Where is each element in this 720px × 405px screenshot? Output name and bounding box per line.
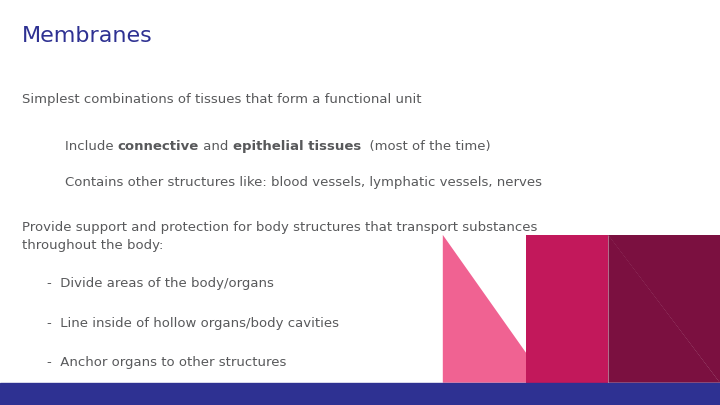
Text: and: and (199, 140, 233, 153)
Polygon shape (443, 235, 547, 383)
Bar (0, 383, 720, 405)
Text: connective: connective (117, 140, 199, 153)
Text: epithelial tissues: epithelial tissues (233, 140, 361, 153)
Text: -  Divide areas of the body/organs: - Divide areas of the body/organs (47, 277, 274, 290)
Text: -  Line inside of hollow organs/body cavities: - Line inside of hollow organs/body cavi… (47, 317, 339, 330)
Text: Contains other structures like: blood vessels, lymphatic vessels, nerves: Contains other structures like: blood ve… (65, 176, 541, 189)
Text: Provide support and protection for body structures that transport substances
thr: Provide support and protection for body … (22, 221, 537, 252)
Polygon shape (608, 235, 720, 383)
Text: Simplest combinations of tissues that form a functional unit: Simplest combinations of tissues that fo… (22, 93, 421, 106)
Polygon shape (608, 235, 720, 383)
Text: Membranes: Membranes (22, 26, 153, 46)
Text: (most of the time): (most of the time) (361, 140, 490, 153)
Text: -  Anchor organs to other structures: - Anchor organs to other structures (47, 356, 286, 369)
Text: Include: Include (65, 140, 117, 153)
Bar (526, 235, 608, 383)
